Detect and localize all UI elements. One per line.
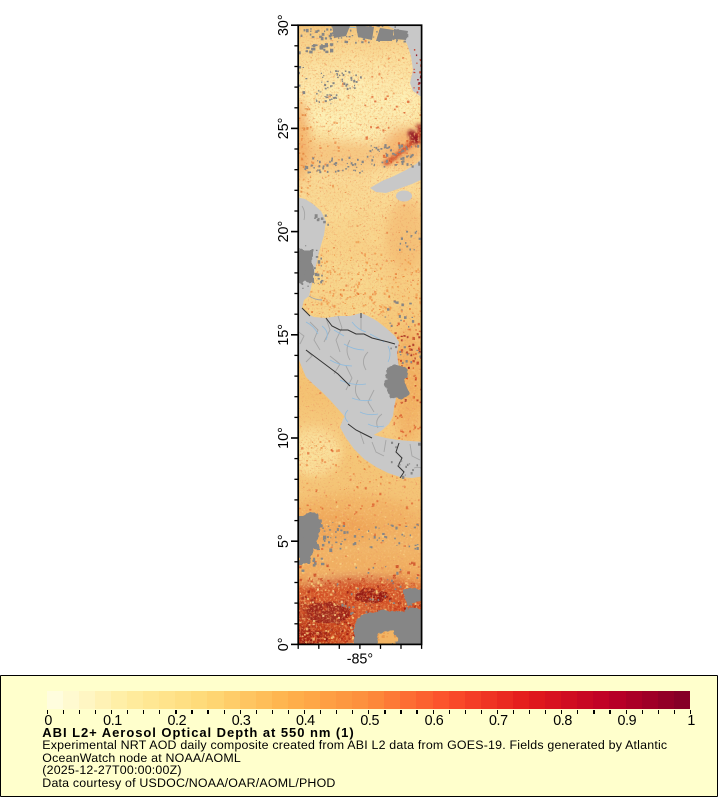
svg-text:20°: 20° xyxy=(276,221,292,243)
svg-text:25°: 25° xyxy=(276,118,292,140)
svg-text:0°: 0° xyxy=(276,638,292,652)
svg-text:15°: 15° xyxy=(276,324,292,346)
svg-text:-85°: -85° xyxy=(347,652,373,668)
svg-text:30°: 30° xyxy=(276,14,292,36)
svg-text:5°: 5° xyxy=(276,534,292,548)
svg-text:10°: 10° xyxy=(276,427,292,449)
